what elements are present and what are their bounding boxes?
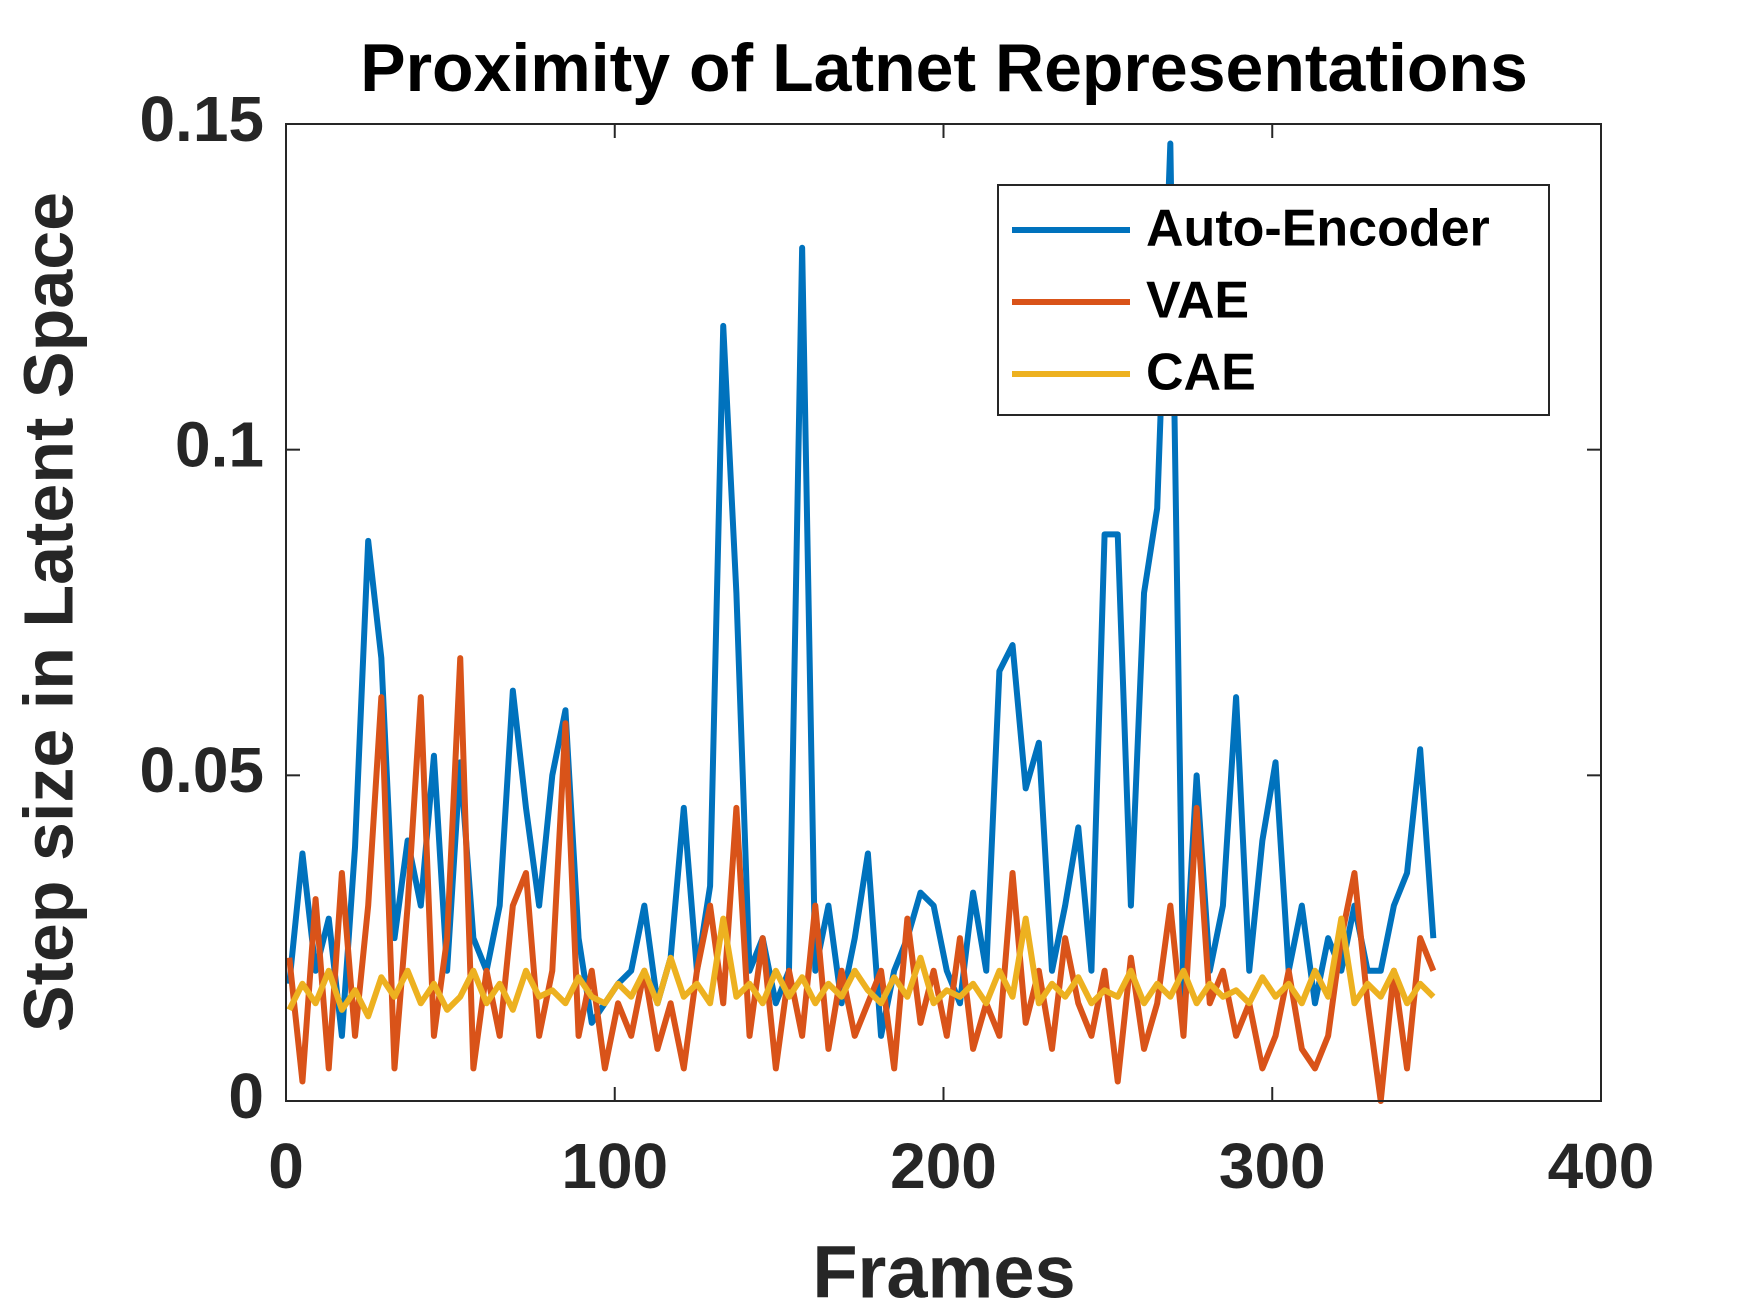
plot-frame (285, 123, 1602, 1102)
series-line (286, 655, 1437, 1104)
x-tick-label: 400 (1548, 1130, 1655, 1202)
y-tick-label: 0.05 (139, 734, 264, 806)
series-line (286, 915, 1436, 1020)
x-tick-label: 300 (1219, 1130, 1326, 1202)
x-axis-label: Frames (812, 1231, 1075, 1313)
chart-title: Proximity of Latnet Representations (360, 30, 1528, 106)
series-line (286, 140, 1437, 1039)
y-tick-label: 0.15 (139, 83, 264, 155)
legend-label: CAE (1146, 344, 1256, 402)
legend: Auto-Encoder VAE CAE (997, 184, 1550, 416)
y-tick-label: 0 (228, 1060, 264, 1132)
x-tick-label: 200 (890, 1130, 997, 1202)
legend-label: Auto-Encoder (1146, 200, 1490, 258)
y-axis-label: Step size in Latent Space (9, 192, 87, 1032)
x-tick-label: 100 (561, 1130, 668, 1202)
x-tick-label: 0 (268, 1130, 304, 1202)
y-tick-label: 0.1 (175, 409, 264, 481)
legend-label: VAE (1146, 272, 1249, 330)
